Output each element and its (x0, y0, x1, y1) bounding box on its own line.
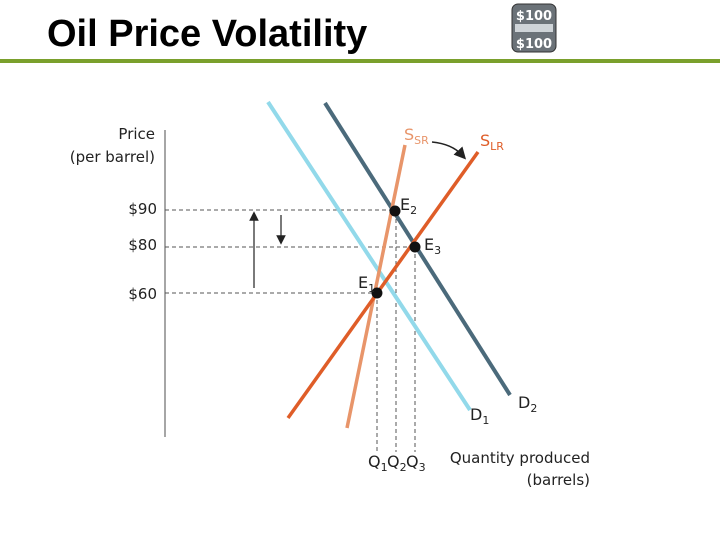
price-label: $90 (128, 200, 157, 218)
icon-label: $100 (516, 9, 552, 24)
supply-curve (286, 150, 480, 420)
curve-label-sub: 2 (530, 402, 537, 415)
point-label-base: E (358, 273, 368, 292)
arrow (431, 141, 467, 160)
price-label: $60 (128, 285, 157, 303)
title: Oil Price Volatility (47, 13, 367, 55)
point-label: E3 (424, 235, 441, 257)
quantity-label-base: Q (387, 452, 400, 471)
equilibrium-point (389, 205, 401, 217)
axis-label: Quantity produced (450, 449, 590, 467)
curve-label: SSR (404, 125, 429, 147)
quantity-label-sub: 1 (381, 461, 388, 474)
curve-label-base: S (404, 125, 414, 144)
point-label-sub: 3 (434, 244, 441, 257)
axis-label: Price (118, 125, 155, 143)
price-label: $80 (128, 236, 157, 254)
curve-label-sub: SR (414, 134, 429, 147)
equilibrium-point (409, 241, 421, 253)
icon-label: $100 (516, 37, 552, 52)
quantity-label-sub: 2 (400, 461, 407, 474)
point-label: E2 (400, 195, 417, 217)
curve-label-base: S (480, 131, 490, 150)
quantity-label: Q1 (368, 452, 388, 474)
curve-label: D2 (518, 393, 537, 415)
guides (165, 209, 416, 452)
quantity-label: Q3 (406, 452, 426, 474)
point-label: E1 (358, 273, 375, 295)
barrel-icon: $100 $100 (511, 3, 557, 53)
axis-label: (barrels) (527, 471, 590, 489)
axis-label: (per barrel) (70, 148, 155, 166)
curve-label-sub: LR (490, 140, 504, 153)
equilibrium-point (371, 287, 383, 299)
curve-label: D1 (470, 405, 489, 427)
quantity-label-sub: 3 (419, 461, 426, 474)
point-label-sub: 2 (410, 204, 417, 217)
quantity-label-base: Q (406, 452, 419, 471)
demand-curve (266, 100, 472, 412)
quantity-label: Q2 (387, 452, 407, 474)
curve-label-sub: 1 (482, 414, 489, 427)
point-label-base: E (400, 195, 410, 214)
curve-label-base: D (470, 405, 482, 424)
supply-curve (345, 144, 407, 429)
point-label-base: E (424, 235, 434, 254)
quantity-label-base: Q (368, 452, 381, 471)
curve-label: SLR (480, 131, 504, 153)
point-label-sub: 1 (368, 282, 375, 295)
curve-label-base: D (518, 393, 530, 412)
